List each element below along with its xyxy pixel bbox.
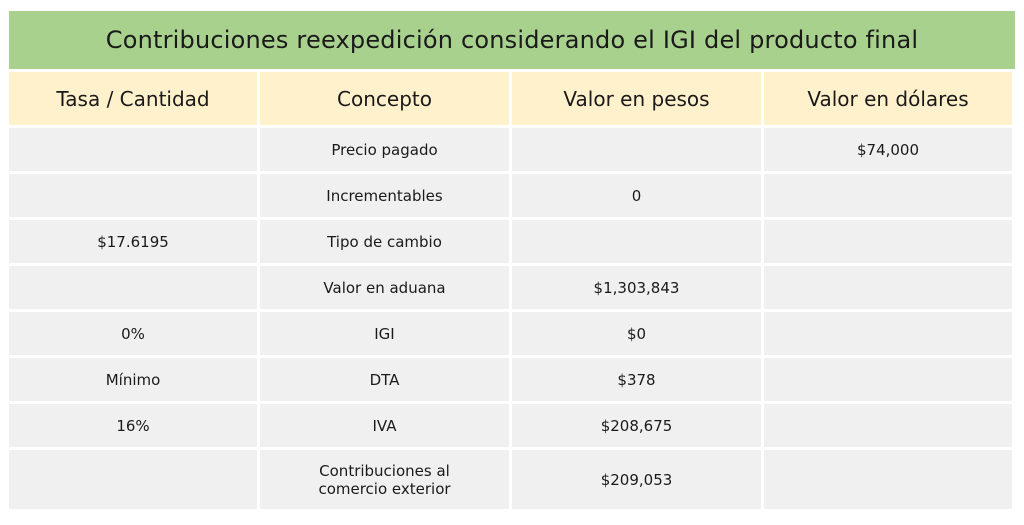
header-valor-pesos: Valor en pesos [512,72,761,125]
cell-concepto: IVA [260,404,509,447]
cell-valor-pesos [512,220,761,263]
cell-concepto: IGI [260,312,509,355]
table-row: Precio pagado $74,000 [9,128,1012,171]
header-valor-dolares: Valor en dólares [764,72,1012,125]
cell-concepto: Incrementables [260,174,509,217]
concepto-line-1: Contribuciones al [319,461,450,480]
header-row: Tasa / Cantidad Concepto Valor en pesos … [9,72,1012,125]
cell-valor-dolares [764,312,1012,355]
cell-valor-dolares [764,404,1012,447]
table-row: 16% IVA $208,675 [9,404,1012,447]
cell-concepto: Tipo de cambio [260,220,509,263]
cell-tasa [9,266,257,309]
cell-concepto: Valor en aduana [260,266,509,309]
cell-valor-dolares: $74,000 [764,128,1012,171]
cell-tasa [9,450,257,509]
cell-concepto: DTA [260,358,509,401]
cell-valor-dolares [764,220,1012,263]
contributions-table: Tasa / Cantidad Concepto Valor en pesos … [6,69,1015,512]
cell-valor-pesos: $378 [512,358,761,401]
cell-valor-pesos: $209,053 [512,450,761,509]
concepto-line-2: comercio exterior [318,479,451,498]
cell-valor-dolares [764,358,1012,401]
cell-valor-pesos: $0 [512,312,761,355]
cell-concepto: Contribuciones al comercio exterior [260,450,509,509]
table-row: $17.6195 Tipo de cambio [9,220,1012,263]
cell-tasa [9,174,257,217]
contributions-table-container: Contribuciones reexpedición considerando… [9,11,1015,512]
table-row: Valor en aduana $1,303,843 [9,266,1012,309]
cell-valor-pesos: 0 [512,174,761,217]
cell-valor-dolares [764,450,1012,509]
cell-tasa: $17.6195 [9,220,257,263]
cell-valor-pesos: $208,675 [512,404,761,447]
cell-valor-pesos: $1,303,843 [512,266,761,309]
cell-tasa: Mínimo [9,358,257,401]
cell-tasa: 0% [9,312,257,355]
table-row: 0% IGI $0 [9,312,1012,355]
table-title: Contribuciones reexpedición considerando… [9,11,1015,69]
header-concepto: Concepto [260,72,509,125]
cell-valor-dolares [764,174,1012,217]
cell-tasa [9,128,257,171]
header-tasa: Tasa / Cantidad [9,72,257,125]
cell-concepto: Precio pagado [260,128,509,171]
table-row: Contribuciones al comercio exterior $209… [9,450,1012,509]
cell-valor-dolares [764,266,1012,309]
cell-tasa: 16% [9,404,257,447]
table-row: Incrementables 0 [9,174,1012,217]
table-row: Mínimo DTA $378 [9,358,1012,401]
cell-valor-pesos [512,128,761,171]
